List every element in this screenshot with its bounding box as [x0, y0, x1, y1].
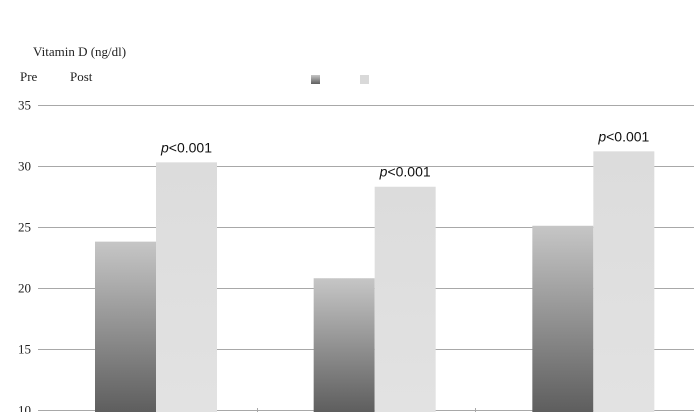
- bars: [95, 151, 655, 412]
- y-tick-label: 35: [18, 98, 31, 113]
- p-value-label: p<0.001: [160, 139, 212, 155]
- bar-pre-2: [313, 278, 375, 412]
- y-tick-labels: 10 15 20 25 30 35: [18, 98, 31, 412]
- y-tick-label: 10: [18, 403, 31, 412]
- legend-swatch-post: [360, 75, 369, 84]
- y-tick-label: 25: [18, 220, 31, 235]
- y-axis-title: Vitamin D (ng/dl): [33, 44, 126, 59]
- annotations: p<0.001 p<0.001 p<0.001: [160, 128, 650, 179]
- bar-pre-1: [95, 241, 156, 412]
- bar-post-3: [593, 151, 655, 412]
- bar-post-1: [156, 162, 217, 412]
- legend-swatch-pre: [311, 75, 320, 84]
- legend-label-post: Post: [70, 69, 93, 84]
- legend-label-pre: Pre: [20, 69, 38, 84]
- bar-post-2: [374, 186, 436, 412]
- x-axis: [257, 408, 476, 412]
- p-value-label: p<0.001: [379, 164, 431, 180]
- y-tick-label: 20: [18, 281, 31, 296]
- y-tick-label: 30: [18, 159, 31, 174]
- y-tick-label: 15: [18, 342, 31, 357]
- bar-pre-3: [532, 225, 594, 412]
- p-value-label: p<0.001: [597, 128, 649, 144]
